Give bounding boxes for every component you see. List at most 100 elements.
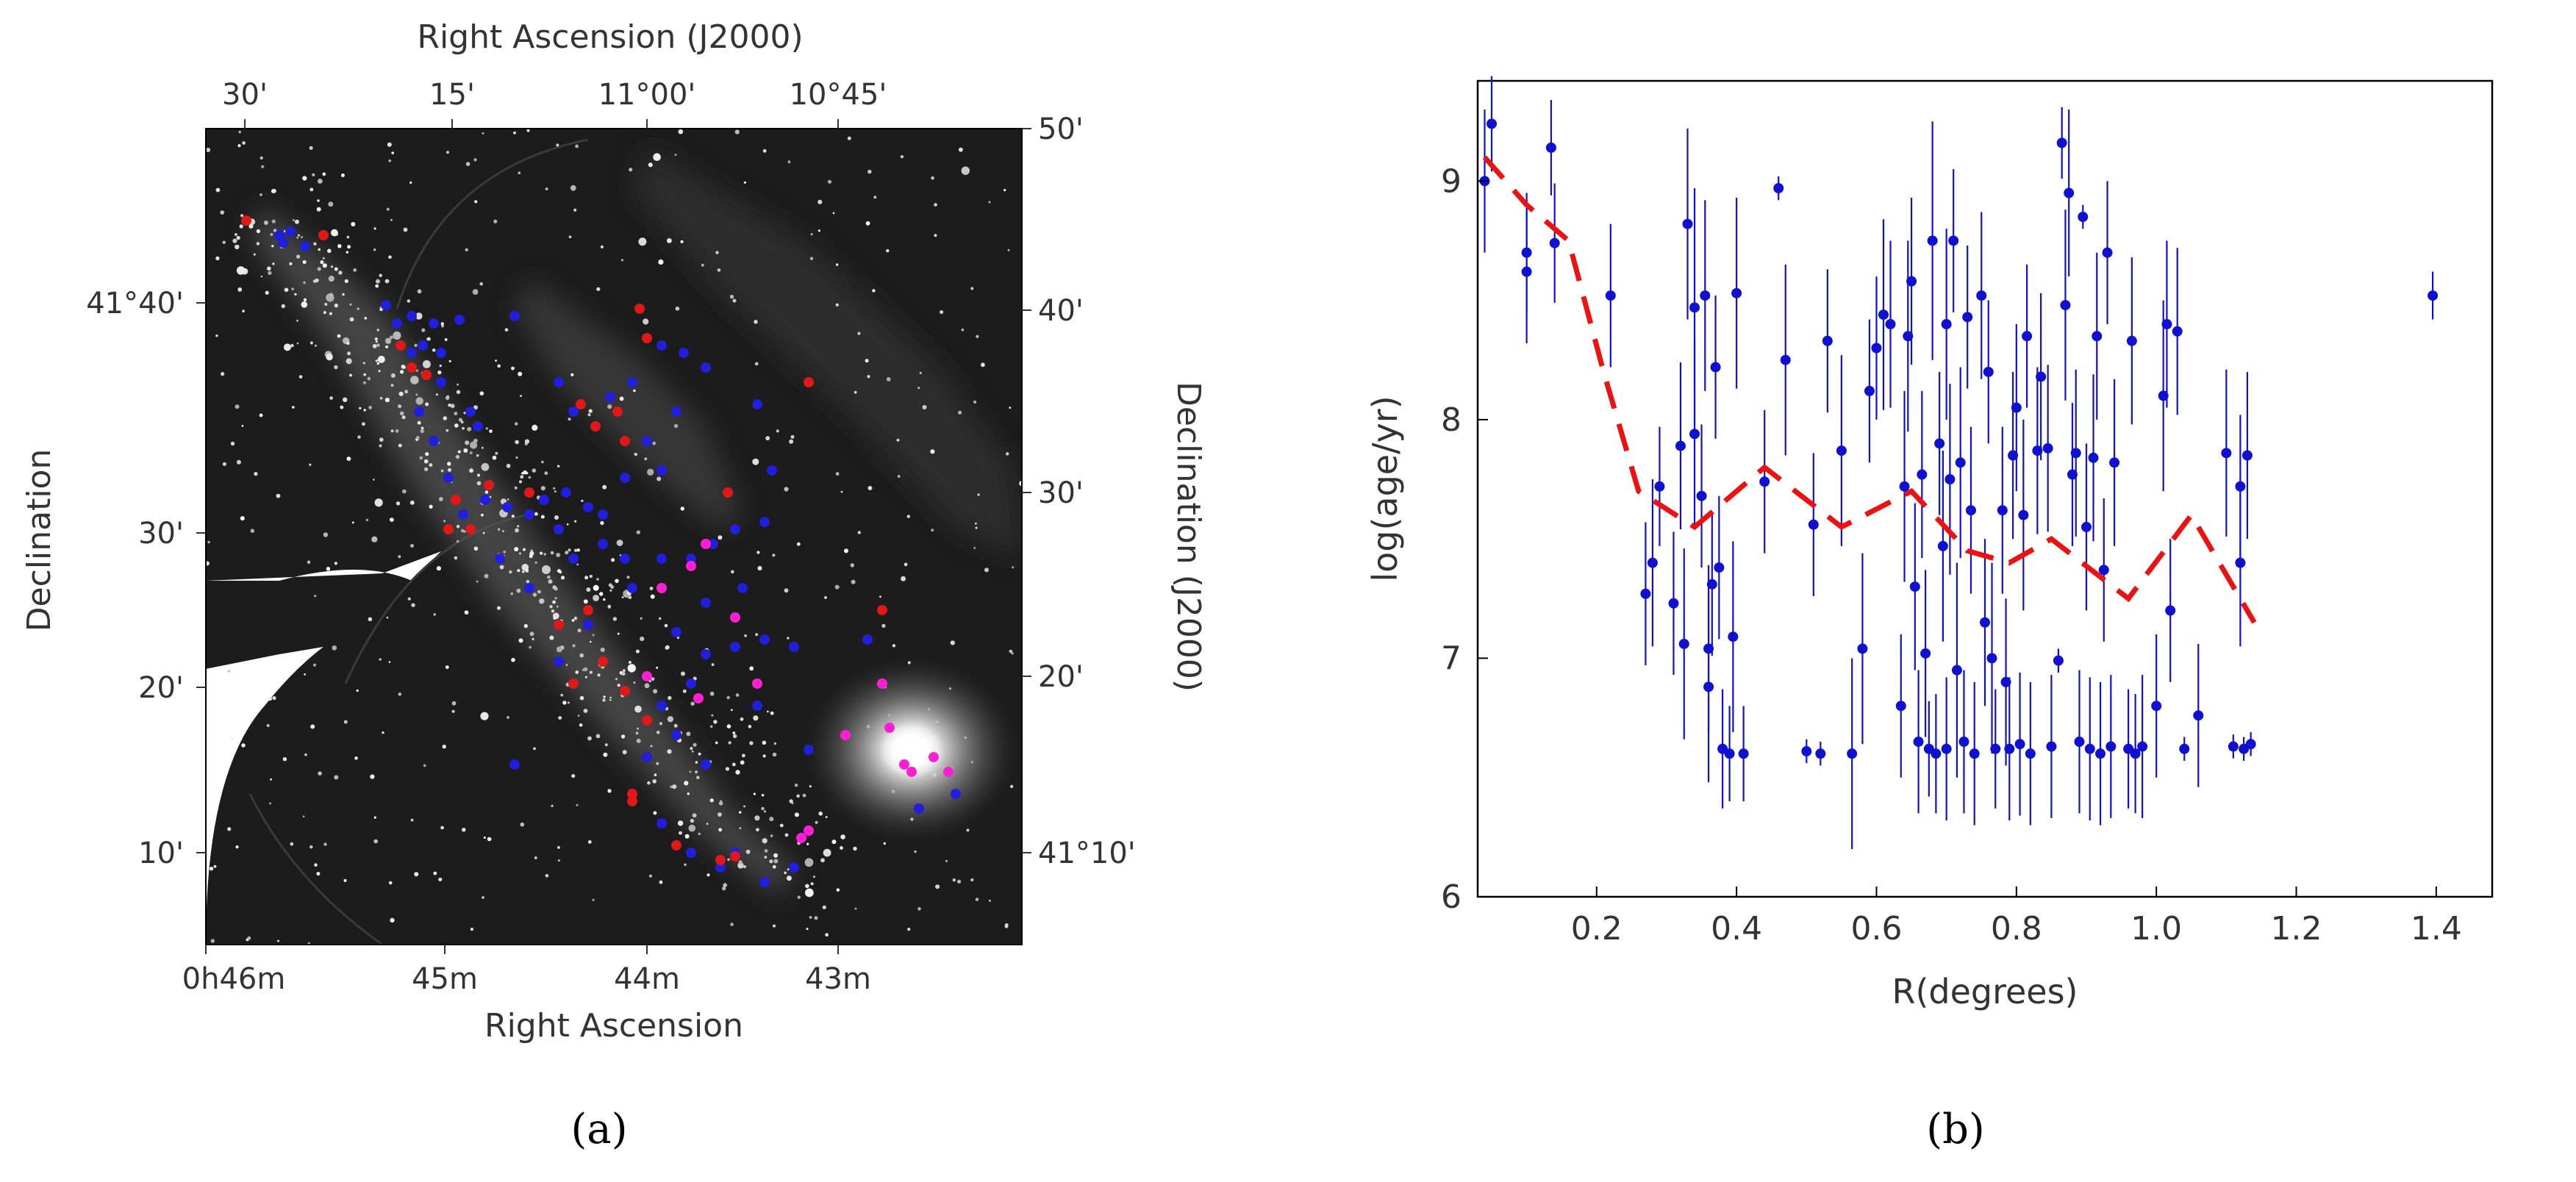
star bbox=[414, 343, 418, 347]
star bbox=[318, 248, 321, 251]
star bbox=[346, 358, 352, 365]
star bbox=[590, 640, 592, 643]
star bbox=[353, 268, 357, 272]
star bbox=[320, 260, 324, 265]
star bbox=[817, 229, 820, 232]
star bbox=[627, 664, 636, 673]
star bbox=[290, 842, 294, 846]
data-point bbox=[1808, 519, 1819, 530]
star bbox=[362, 422, 365, 426]
star bbox=[616, 540, 623, 546]
star bbox=[515, 528, 519, 533]
star bbox=[604, 743, 608, 747]
cluster-marker bbox=[407, 348, 417, 358]
star bbox=[836, 263, 839, 266]
star bbox=[259, 413, 263, 418]
star bbox=[554, 587, 558, 591]
star bbox=[651, 677, 655, 681]
data-point bbox=[1815, 748, 1826, 759]
star bbox=[420, 429, 424, 434]
star bbox=[809, 257, 814, 260]
star bbox=[388, 255, 392, 259]
star bbox=[301, 301, 308, 308]
data-point bbox=[1759, 476, 1770, 487]
star bbox=[706, 823, 709, 825]
star bbox=[867, 169, 872, 174]
data-point bbox=[1521, 266, 1532, 277]
star bbox=[621, 596, 624, 598]
star bbox=[740, 717, 744, 721]
star bbox=[545, 874, 549, 878]
star bbox=[656, 762, 659, 765]
star bbox=[344, 279, 348, 283]
y-tick-label: 8 bbox=[1441, 401, 1461, 439]
star bbox=[748, 725, 752, 728]
star bbox=[739, 811, 742, 814]
cluster-marker bbox=[701, 362, 711, 373]
star bbox=[463, 448, 468, 453]
data-point bbox=[2011, 402, 2022, 413]
star bbox=[482, 531, 485, 534]
right-axis-label: Declination (J2000) bbox=[1170, 382, 1207, 692]
star bbox=[817, 199, 823, 204]
data-point bbox=[1486, 118, 1498, 129]
star bbox=[473, 546, 479, 551]
star bbox=[592, 898, 595, 901]
star bbox=[773, 742, 777, 745]
cluster-marker bbox=[418, 340, 428, 351]
bottom-tick-label: 44m bbox=[614, 962, 680, 996]
star bbox=[824, 596, 827, 599]
star bbox=[514, 547, 519, 552]
star bbox=[1004, 924, 1009, 928]
star bbox=[444, 338, 448, 341]
data-point bbox=[1909, 581, 1920, 592]
star bbox=[495, 451, 498, 455]
star bbox=[497, 364, 501, 368]
star bbox=[463, 412, 466, 415]
star bbox=[919, 371, 922, 374]
star bbox=[897, 475, 901, 478]
sky-image bbox=[191, 129, 1022, 945]
star bbox=[931, 176, 934, 180]
star bbox=[235, 404, 240, 409]
star bbox=[883, 842, 887, 845]
star bbox=[749, 666, 754, 671]
star bbox=[323, 842, 327, 846]
star bbox=[375, 340, 378, 343]
star bbox=[301, 236, 303, 238]
star bbox=[191, 142, 196, 146]
star bbox=[526, 579, 530, 584]
star bbox=[272, 262, 275, 265]
star bbox=[312, 663, 317, 667]
data-point bbox=[2008, 450, 2019, 461]
star bbox=[334, 562, 337, 565]
star bbox=[831, 839, 837, 845]
star bbox=[390, 218, 393, 221]
cluster-marker bbox=[951, 789, 961, 799]
star bbox=[363, 381, 366, 384]
star bbox=[332, 645, 337, 651]
star bbox=[503, 551, 507, 554]
star bbox=[586, 587, 591, 592]
star bbox=[988, 201, 991, 204]
star bbox=[473, 158, 477, 162]
star bbox=[386, 207, 390, 211]
star bbox=[973, 400, 977, 404]
top-tick-label: 30' bbox=[222, 78, 268, 112]
star bbox=[765, 436, 770, 441]
star bbox=[658, 259, 664, 265]
star bbox=[390, 429, 394, 433]
star bbox=[334, 267, 338, 271]
star bbox=[577, 628, 582, 633]
star bbox=[515, 440, 519, 445]
cluster-marker bbox=[759, 877, 770, 887]
cluster-marker bbox=[509, 759, 520, 770]
cluster-marker bbox=[730, 612, 740, 623]
star bbox=[790, 434, 795, 439]
star bbox=[832, 212, 835, 215]
star bbox=[349, 303, 352, 306]
star bbox=[961, 329, 965, 332]
star bbox=[805, 888, 814, 898]
cluster-marker bbox=[656, 465, 667, 476]
star bbox=[940, 310, 944, 315]
